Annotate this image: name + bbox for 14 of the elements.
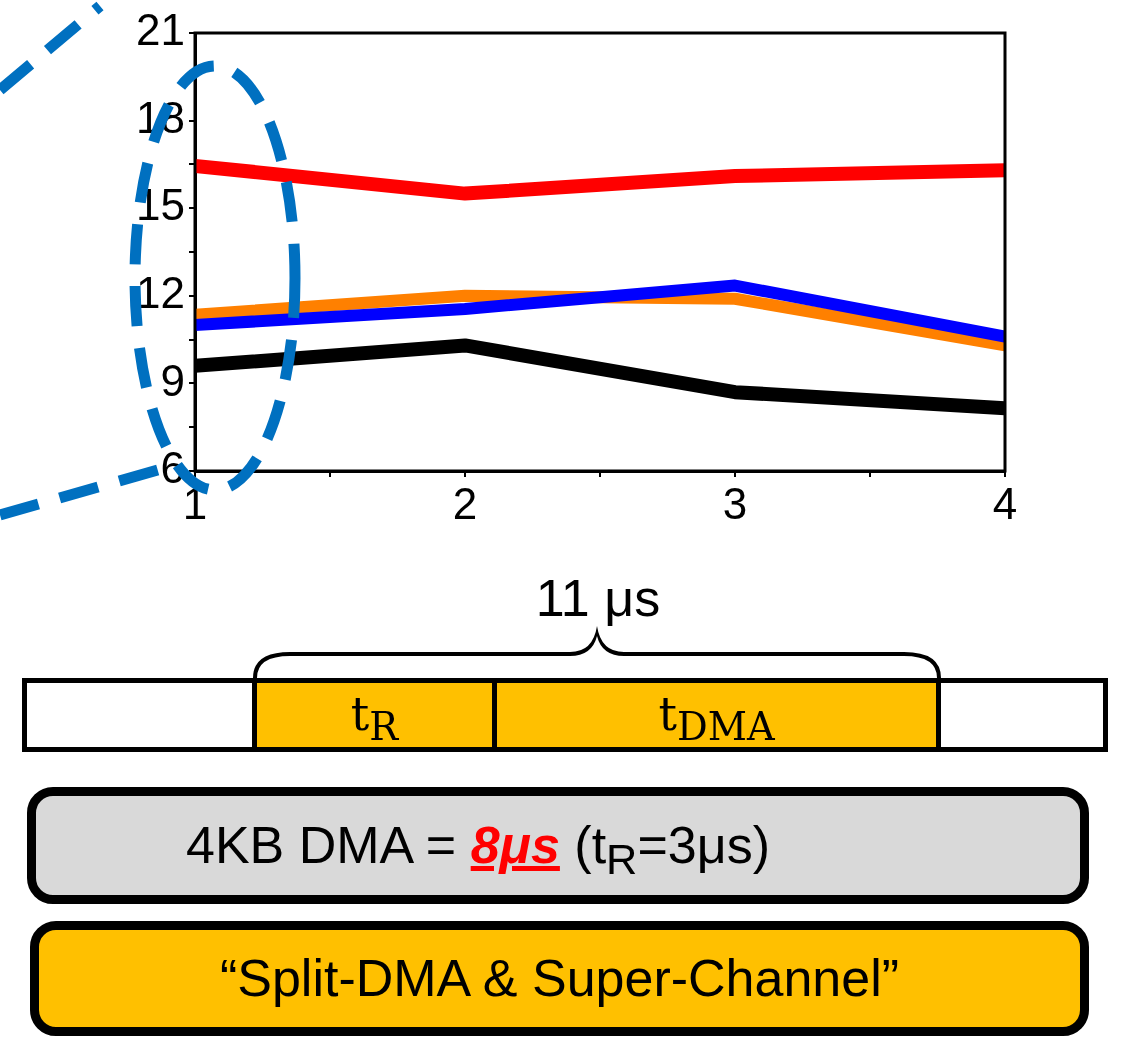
text: 11 μs (534, 568, 662, 628)
x-tick-label: 1 (182, 478, 208, 528)
text: t$_{DMA}$ (492, 678, 941, 752)
text: “Split-DMA & Super-Channel” (30, 921, 1089, 1036)
text: t$_{R}$ (252, 678, 497, 752)
x-tick-label: 3 (722, 478, 748, 528)
y-tick-label: 12 (136, 267, 185, 317)
y-tick-label: 9 (160, 355, 185, 405)
x-tick-label: 4 (992, 478, 1018, 528)
y-tick-label: 21 (136, 5, 185, 55)
text: 8μs (470, 816, 560, 874)
x-tick-label: 2 (452, 478, 478, 528)
text: (t$_{R}$=3μs) (574, 816, 770, 884)
text: 4KB DMA = (186, 816, 457, 874)
